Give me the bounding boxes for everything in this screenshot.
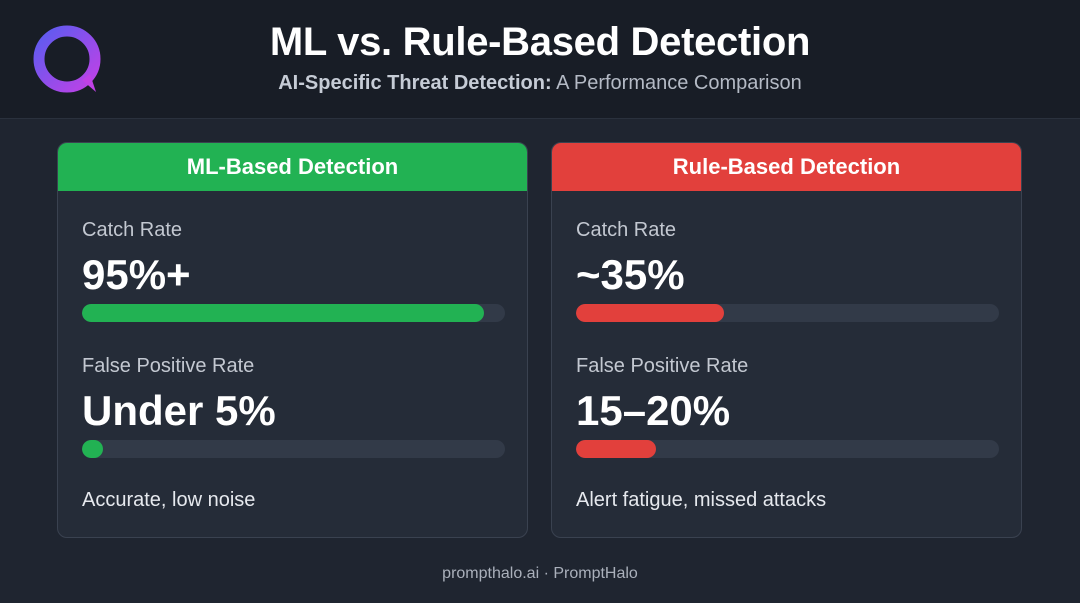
rule-false-positive-bar — [576, 440, 999, 458]
rule-false-positive-label: False Positive Rate — [576, 355, 749, 377]
rule-catch-rate-bar — [576, 304, 999, 322]
ml-catch-rate-fill — [82, 304, 484, 322]
rule-summary: Alert fatigue, missed attacks — [576, 489, 827, 511]
page-subtitle: AI-Specific Threat Detection: A Performa… — [0, 72, 1080, 95]
ml-false-positive-bar — [82, 440, 505, 458]
ml-detection-card: ML-Based Detection Catch Rate 95%+ False… — [57, 142, 528, 538]
ml-false-positive-fill — [82, 440, 104, 458]
rule-catch-rate-label: Catch Rate — [576, 219, 677, 241]
subtitle-rest: A Performance Comparison — [551, 72, 802, 94]
footer-text: prompthalo.ai · PromptHalo — [442, 565, 638, 582]
subtitle-strong: AI-Specific Threat Detection: — [278, 72, 552, 94]
rule-catch-rate-fill — [576, 304, 725, 322]
rule-detection-card: Rule-Based Detection Catch Rate ~35% Fal… — [551, 142, 1022, 538]
ml-false-positive-label: False Positive Rate — [82, 355, 255, 377]
page-title: ML vs. Rule-Based Detection — [269, 20, 811, 64]
header-bar: ML vs. Rule-Based Detection AI-Specific … — [0, 0, 1080, 119]
rule-card-header: Rule-Based Detection — [552, 143, 1021, 191]
ml-false-positive-value: Under 5% — [82, 387, 276, 434]
ml-catch-rate-value: 95%+ — [82, 251, 191, 298]
ml-card-header: ML-Based Detection — [58, 143, 527, 191]
ml-catch-rate-label: Catch Rate — [82, 219, 183, 241]
rule-false-positive-fill — [576, 440, 657, 458]
ml-catch-rate-bar — [82, 304, 505, 322]
rule-catch-rate-value: ~35% — [576, 251, 685, 298]
rule-false-positive-value: 15–20% — [576, 387, 731, 434]
ml-summary: Accurate, low noise — [82, 489, 256, 511]
ring-logo-icon — [33, 25, 101, 93]
